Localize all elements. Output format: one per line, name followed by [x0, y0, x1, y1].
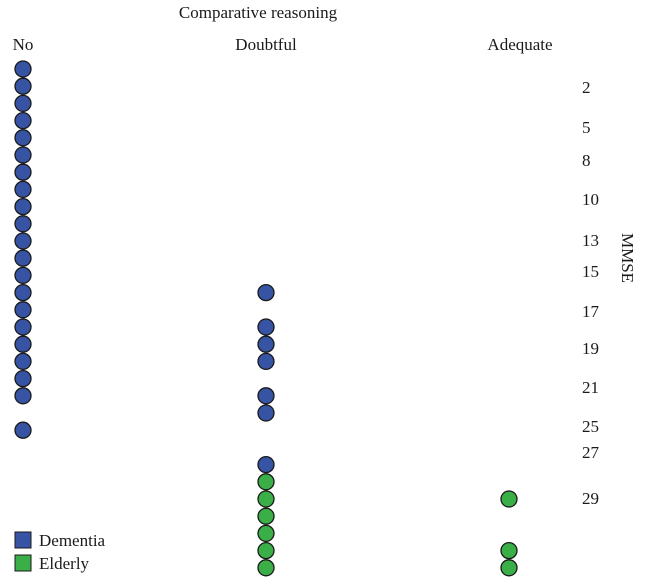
data-point-dementia — [14, 197, 32, 216]
data-point-dementia — [14, 421, 32, 439]
y-tick-label: 10 — [582, 190, 599, 209]
data-point-dementia — [257, 404, 275, 422]
data-point-elderly — [257, 473, 275, 491]
data-point-elderly — [257, 541, 275, 560]
y-axis-label: MMSE — [618, 233, 637, 283]
y-tick-label: 25 — [582, 417, 599, 436]
y-tick-label: 19 — [582, 339, 599, 358]
data-point-dementia — [14, 94, 32, 113]
data-point-elderly — [257, 490, 275, 508]
data-point-elderly — [500, 559, 518, 577]
y-tick-label: 21 — [582, 378, 599, 397]
data-point-dementia — [14, 318, 32, 336]
category-label-doubtful: Doubtful — [235, 35, 297, 54]
data-point-dementia — [14, 129, 32, 147]
legend-swatch-dementia — [14, 531, 32, 549]
data-point-dementia — [257, 387, 275, 405]
data-point-dementia — [14, 77, 32, 95]
legend-label-elderly: Elderly — [39, 554, 90, 573]
y-tick-label: 5 — [582, 118, 591, 137]
data-point-dementia — [14, 335, 32, 353]
data-point-dementia — [14, 369, 32, 388]
data-point-dementia — [14, 301, 32, 319]
data-point-dementia — [14, 352, 32, 371]
legend-swatch-elderly — [14, 554, 32, 572]
data-point-elderly — [257, 524, 275, 543]
data-point-dementia — [14, 266, 32, 285]
data-point-elderly — [257, 507, 275, 525]
y-tick-label: 2 — [582, 78, 591, 97]
data-point-dementia — [14, 232, 32, 250]
data-point-dementia — [257, 335, 275, 353]
data-point-dementia — [14, 249, 32, 267]
y-tick-label: 17 — [582, 302, 600, 321]
category-label-adequate: Adequate — [487, 35, 552, 54]
category-label-no: No — [13, 35, 34, 54]
data-point-elderly — [500, 490, 518, 508]
data-point-dementia — [14, 163, 32, 181]
data-point-dementia — [257, 283, 275, 302]
data-point-dementia — [257, 352, 275, 371]
data-point-elderly — [500, 541, 518, 560]
data-points — [14, 60, 518, 577]
y-tick-label: 29 — [582, 489, 599, 508]
data-point-elderly — [257, 559, 275, 577]
chart-title: Comparative reasoning — [179, 3, 338, 22]
data-point-dementia — [257, 318, 275, 336]
data-point-dementia — [14, 387, 32, 405]
data-point-dementia — [14, 283, 32, 302]
y-tick-label: 13 — [582, 231, 599, 250]
data-point-dementia — [14, 111, 32, 130]
legend-label-dementia: Dementia — [39, 531, 106, 550]
data-point-dementia — [14, 146, 32, 164]
y-tick-label: 15 — [582, 262, 599, 281]
data-point-dementia — [257, 455, 275, 474]
data-point-dementia — [14, 215, 32, 233]
data-point-dementia — [14, 60, 32, 78]
y-tick-label: 27 — [582, 443, 600, 462]
data-point-dementia — [14, 180, 32, 199]
y-tick-label: 8 — [582, 151, 591, 170]
legend: Dementia Elderly — [14, 531, 106, 573]
